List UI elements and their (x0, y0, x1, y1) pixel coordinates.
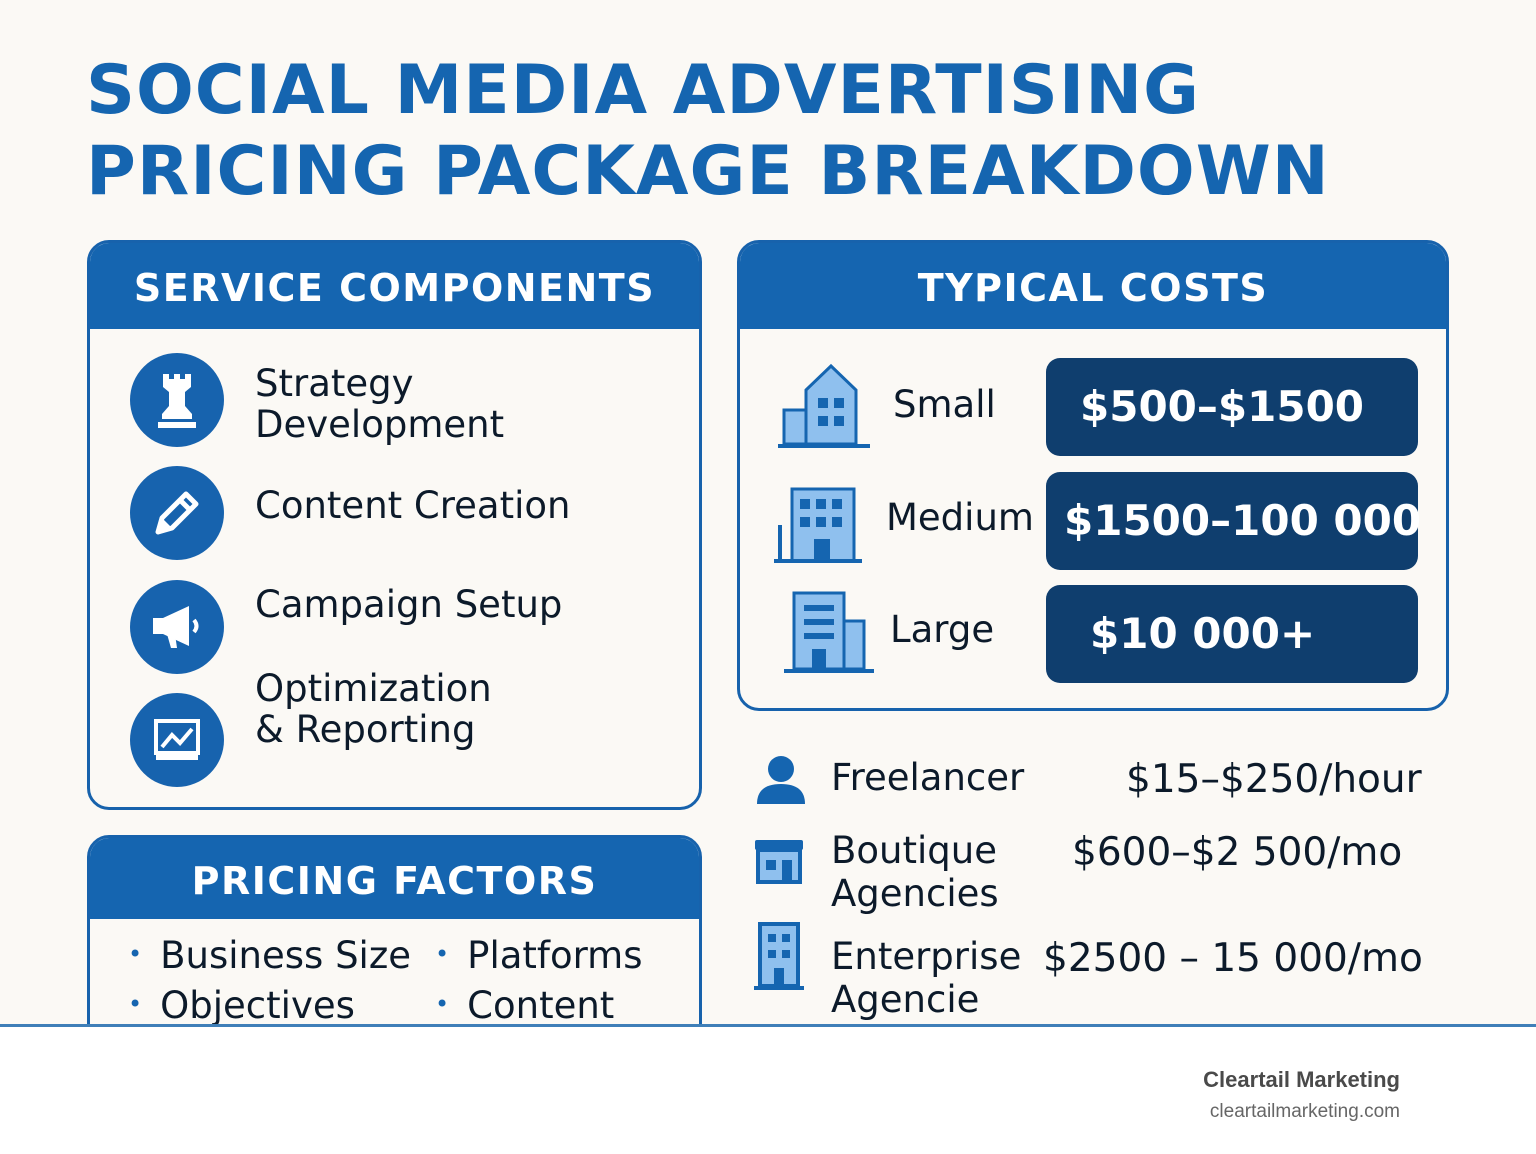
typical-costs-heading: TYPICAL COSTS (740, 243, 1446, 329)
title-line-2: PRICING PACKAGE BREAKDOWN (86, 132, 1330, 211)
person-icon (757, 756, 805, 804)
pricing-factors-heading: PRICING FACTORS (90, 838, 699, 919)
provider-boutique-label: Boutique Agencies (831, 829, 999, 915)
service-components-heading: SERVICE COMPONENTS (90, 243, 699, 329)
factor-item: • Platforms (435, 934, 643, 977)
service-components-panel: SERVICE COMPONENTS Strategy Development … (87, 240, 702, 810)
cost-size-medium: Medium (886, 496, 1034, 539)
service-item-content-creation: Content Creation (255, 484, 571, 527)
megaphone-icon (130, 580, 224, 674)
price-box-small: $500–$1500 (1046, 358, 1418, 456)
small-building-icon (778, 363, 870, 448)
pencil-icon (130, 466, 224, 560)
provider-enterprise-price: $2500 – 15 000/mo (1043, 936, 1423, 981)
cost-size-small: Small (893, 383, 996, 426)
factor-item: • Objectives (128, 984, 355, 1027)
medium-building-icon (774, 487, 862, 563)
page-title: SOCIAL MEDIA ADVERTISING PRICING PACKAGE… (86, 50, 1330, 212)
provider-freelancer-label: Freelancer (831, 756, 1025, 799)
provider-enterprise-label: Enterprise Agencie (831, 935, 1022, 1021)
chess-rook-icon (130, 353, 224, 447)
title-line-1: SOCIAL MEDIA ADVERTISING (86, 51, 1200, 130)
service-item-strategy: Strategy Development (255, 362, 505, 446)
footer-brand: Cleartail Marketing (1203, 1067, 1400, 1092)
provider-freelancer-price: $15–$250/hour (1126, 757, 1422, 802)
typical-costs-panel: TYPICAL COSTS Small $500–$1500 Medium $1… (737, 240, 1449, 711)
service-item-optimization: Optimization & Reporting (255, 667, 492, 751)
price-box-large: $10 000+ (1046, 585, 1418, 683)
service-item-campaign-setup: Campaign Setup (255, 583, 563, 626)
storefront-icon (755, 840, 803, 884)
factor-item: • Business Size (128, 934, 412, 977)
factor-item: • Content (435, 984, 615, 1027)
footer-url[interactable]: cleartailmarketing.com (1209, 1101, 1400, 1122)
office-tower-icon (754, 922, 804, 990)
price-box-medium: $1500–100 000 (1046, 472, 1421, 570)
provider-boutique-price: $600–$2 500/mo (1072, 830, 1403, 875)
chart-monitor-icon (130, 693, 224, 787)
footer: Cleartail Marketing cleartailmarketing.c… (0, 1024, 1536, 1154)
cost-size-large: Large (890, 608, 995, 651)
large-building-icon (784, 591, 874, 673)
